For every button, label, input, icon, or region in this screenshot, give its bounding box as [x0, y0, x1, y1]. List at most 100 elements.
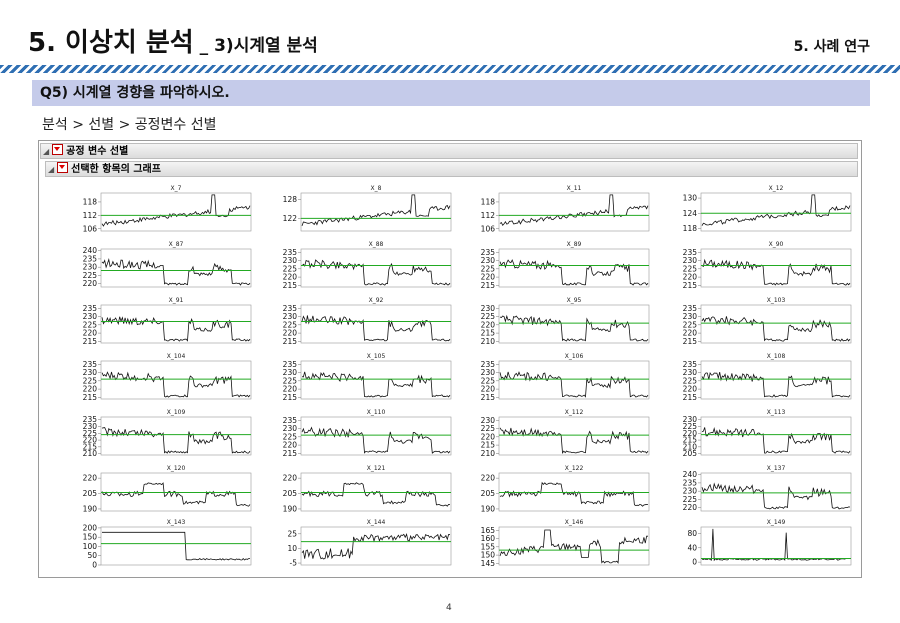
y-tick-label: 155	[481, 542, 496, 551]
chart-title: X_87	[169, 241, 184, 248]
y-tick-label: 230	[683, 368, 698, 377]
plot-frame	[300, 192, 452, 232]
y-tick-label: 230	[83, 263, 98, 272]
plot-frame	[498, 192, 650, 232]
chart-title: X_109	[167, 409, 186, 416]
plot-frame	[300, 304, 452, 344]
time-series-chart: X_121 220 205 190	[283, 465, 452, 513]
y-tick-label: 80	[687, 529, 697, 538]
y-tick-label: 118	[683, 224, 698, 233]
y-tick-label: 215	[481, 329, 496, 338]
y-tick-label: 235	[283, 248, 298, 257]
y-tick-label: 106	[83, 224, 98, 233]
chart-title: X_95	[567, 297, 582, 304]
plot-frame	[100, 360, 252, 400]
y-tick-label: 130	[683, 194, 698, 203]
y-tick-label: 190	[481, 504, 496, 513]
plot-frame	[300, 526, 452, 566]
series-line	[499, 529, 648, 564]
time-series-chart: X_7 118 112 106	[83, 185, 252, 233]
plot-frame	[498, 360, 650, 400]
question-bar: Q5) 시계열 경향을 파악하시오.	[32, 80, 870, 106]
time-series-chart: X_149 80 40 0	[687, 519, 852, 567]
y-tick-label: 150	[83, 533, 98, 542]
chart-title: X_144	[367, 519, 386, 526]
series-line	[499, 427, 649, 455]
y-tick-label: 220	[283, 474, 298, 483]
time-series-chart: X_11 118 112 106	[481, 185, 650, 233]
y-tick-label: 106	[481, 224, 496, 233]
y-tick-label: 210	[481, 449, 496, 458]
y-tick-label: 210	[481, 337, 496, 346]
series-line	[701, 258, 851, 286]
y-tick-label: 230	[683, 312, 698, 321]
series-line	[102, 531, 250, 561]
y-tick-label: 215	[481, 281, 496, 290]
chart-grid: X_7 118 112 106 X_8 128 122 X_11 118 112 106 X_12 13…	[83, 185, 852, 570]
y-tick-label: 205	[283, 489, 298, 498]
section-label: 5. 사례 연구	[793, 39, 870, 55]
y-tick-label: 230	[481, 368, 496, 377]
chart-title: X_103	[767, 297, 786, 304]
y-tick-label: 0	[92, 561, 97, 570]
outer-header[interactable]: ◢ 공정 변수 선별	[40, 143, 858, 159]
plot-frame	[700, 472, 852, 512]
y-tick-label: 230	[283, 256, 298, 265]
y-tick-label: 235	[83, 254, 98, 263]
y-tick-label: 100	[83, 542, 98, 551]
y-tick-label: 230	[683, 256, 698, 265]
plot-frame	[700, 192, 852, 232]
inner-header[interactable]: ◢ 선택한 항목의 그래프	[45, 161, 858, 177]
y-tick-label: 220	[481, 432, 496, 441]
y-tick-label: 235	[83, 360, 98, 369]
y-tick-label: 215	[83, 337, 98, 346]
chart-title: X_104	[167, 353, 186, 360]
time-series-chart: X_12 130 124 118	[683, 185, 852, 233]
y-tick-label: 205	[481, 489, 496, 498]
chart-title: X_110	[367, 409, 386, 416]
chart-title: X_146	[565, 519, 584, 526]
red-triangle-icon[interactable]	[57, 162, 69, 173]
y-tick-label: 215	[683, 337, 698, 346]
disclosure-icon[interactable]: ◢	[43, 147, 50, 156]
chart-title: X_92	[369, 297, 384, 304]
y-tick-label: 0	[692, 558, 697, 567]
chart-title: X_89	[567, 241, 582, 248]
y-tick-label: 220	[481, 273, 496, 282]
y-tick-label: 220	[683, 329, 698, 338]
series-line	[101, 371, 251, 398]
y-tick-label: 210	[683, 442, 698, 451]
y-tick-label: 215	[481, 441, 496, 450]
slide-title-sub: _ 3)시계열 분석	[199, 36, 318, 56]
chart-title: X_120	[167, 465, 186, 472]
chart-title: X_8	[371, 185, 382, 192]
y-tick-label: 230	[683, 415, 698, 424]
y-tick-label: 240	[683, 470, 698, 479]
y-tick-label: 10	[287, 544, 297, 553]
y-tick-label: 230	[283, 312, 298, 321]
chart-title: X_113	[767, 409, 786, 416]
red-triangle-icon[interactable]	[52, 144, 64, 155]
plot-frame	[700, 416, 852, 456]
y-tick-label: 230	[283, 424, 298, 433]
y-tick-label: 235	[283, 304, 298, 313]
y-tick-label: 215	[83, 442, 98, 451]
y-tick-label: 118	[83, 197, 98, 206]
y-tick-label: 240	[83, 246, 98, 255]
y-tick-label: 225	[481, 312, 496, 321]
y-tick-label: 210	[83, 449, 98, 458]
y-tick-label: 165	[481, 526, 496, 535]
disclosure-icon[interactable]: ◢	[48, 165, 55, 174]
y-tick-label: 190	[83, 504, 98, 513]
chart-title: X_105	[367, 353, 386, 360]
plot-frame	[300, 416, 452, 456]
